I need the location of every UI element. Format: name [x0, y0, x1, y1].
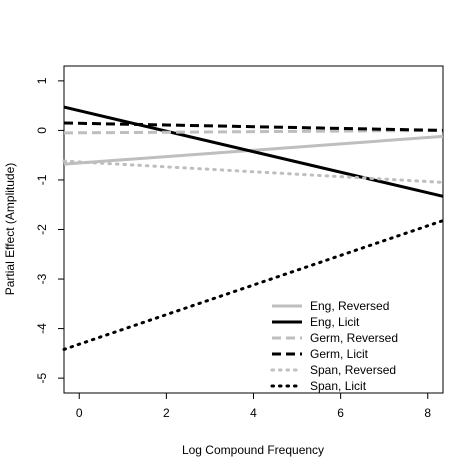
x-tick-label: 2: [163, 406, 170, 420]
x-tick-label: 6: [337, 406, 344, 420]
y-tick-label: 1: [35, 77, 49, 84]
series-line: [63, 128, 444, 135]
series-line: [62, 159, 445, 184]
series-line: [63, 105, 444, 198]
series-line: [62, 219, 445, 351]
y-tick-label: -4: [35, 323, 49, 334]
y-axis: -5 -4 -3 -2 -1 0 1: [35, 77, 64, 383]
legend-label: Germ, Licit: [310, 347, 369, 361]
legend-label: Germ, Reversed: [310, 331, 398, 345]
x-tick-label: 0: [76, 406, 83, 420]
y-tick-label: -2: [35, 224, 49, 235]
legend: Eng, Reversed Eng, Licit Germ, Reversed Ger…: [270, 299, 398, 393]
legend-label: Eng, Licit: [310, 315, 360, 329]
x-axis-label: Log Compound Frequency: [182, 443, 324, 457]
legend-label: Span, Licit: [310, 379, 367, 393]
x-axis: 0 2 4 6 8: [76, 393, 431, 420]
y-tick-label: -3: [35, 273, 49, 284]
series-layer: [62, 105, 445, 351]
x-tick-label: 8: [424, 406, 431, 420]
y-tick-label: -5: [35, 372, 49, 383]
legend-label: Eng, Reversed: [310, 299, 389, 313]
y-axis-label: Partial Effect (Amplitude): [3, 163, 17, 296]
legend-label: Span, Reversed: [310, 363, 396, 377]
series-line: [63, 121, 444, 132]
x-tick-label: 4: [250, 406, 257, 420]
y-tick-label: 0: [35, 127, 49, 134]
y-tick-label: -1: [35, 174, 49, 185]
